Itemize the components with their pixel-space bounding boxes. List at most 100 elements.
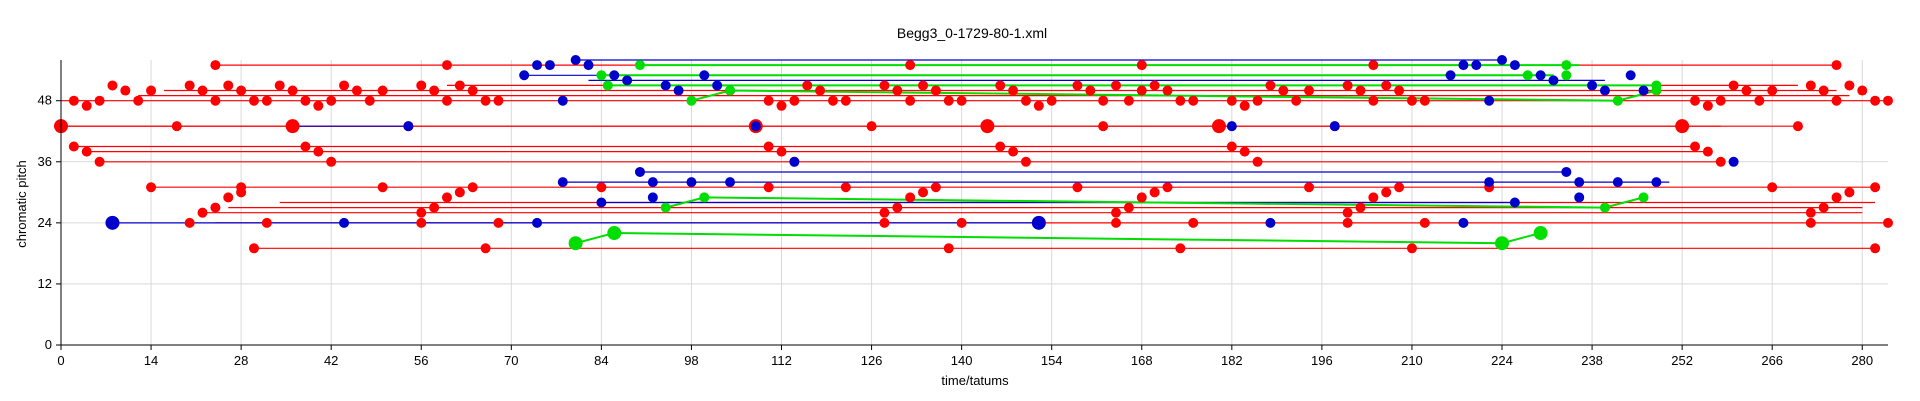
data-point	[995, 141, 1006, 152]
data-point	[1123, 202, 1134, 213]
data-point	[184, 217, 195, 228]
data-point	[1458, 60, 1469, 71]
data-point	[1767, 182, 1778, 193]
data-point-large	[1495, 236, 1510, 251]
data-point-large	[285, 119, 300, 134]
data-point-large	[105, 215, 120, 230]
data-point	[1419, 95, 1430, 106]
data-point	[634, 166, 645, 177]
data-point	[1239, 146, 1250, 157]
data-point	[532, 60, 543, 71]
x-tick-label: 70	[504, 353, 518, 368]
data-point	[1883, 217, 1893, 228]
data-point	[647, 177, 658, 188]
data-point	[557, 177, 568, 188]
data-point	[1818, 202, 1829, 213]
data-point	[956, 95, 967, 106]
data-point	[1612, 177, 1623, 188]
data-point	[1304, 85, 1315, 96]
data-point	[763, 141, 774, 152]
x-tick-label: 238	[1581, 353, 1603, 368]
data-point	[1111, 207, 1122, 218]
chart-title: Begg3_0-1729-80-1.xml	[897, 25, 1047, 41]
data-point	[776, 146, 787, 157]
data-point	[1046, 95, 1057, 106]
data-point	[184, 80, 195, 91]
data-point	[1548, 75, 1559, 86]
data-point	[634, 60, 645, 71]
data-point	[326, 156, 337, 167]
x-tick-label: 154	[1041, 353, 1063, 368]
data-point	[1098, 121, 1109, 132]
data-point	[1072, 182, 1083, 193]
data-point	[300, 95, 311, 106]
data-point	[313, 100, 324, 111]
data-point	[532, 217, 543, 228]
data-point	[467, 182, 478, 193]
data-point	[596, 197, 607, 208]
data-point	[1445, 70, 1456, 81]
data-point	[660, 202, 671, 213]
data-point	[1831, 95, 1842, 106]
data-point	[364, 95, 375, 106]
data-point	[840, 95, 851, 106]
data-point	[956, 217, 967, 228]
data-point	[776, 100, 787, 111]
data-point	[1329, 121, 1340, 132]
data-point	[1561, 70, 1572, 81]
data-point	[94, 156, 105, 167]
data-point	[1484, 177, 1495, 188]
data-point	[943, 95, 954, 106]
data-point	[905, 95, 916, 106]
x-tick-label: 126	[861, 353, 883, 368]
data-point	[261, 95, 272, 106]
data-point	[120, 85, 131, 96]
data-point	[1098, 95, 1109, 106]
data-point	[94, 95, 105, 106]
data-point	[1188, 95, 1199, 106]
data-point	[827, 95, 838, 106]
data-point	[1149, 187, 1160, 198]
data-point	[1574, 192, 1585, 203]
data-point	[1728, 80, 1739, 91]
data-point-large	[1675, 119, 1690, 134]
data-point	[1072, 80, 1083, 91]
data-point	[1406, 243, 1417, 254]
data-point-large	[1031, 215, 1046, 230]
data-point	[519, 70, 530, 81]
data-point	[1291, 95, 1302, 106]
data-point	[789, 95, 800, 106]
data-point	[930, 182, 941, 193]
data-point	[622, 75, 633, 86]
data-point	[1522, 70, 1533, 81]
data-point	[1870, 182, 1881, 193]
data-point	[339, 80, 350, 91]
data-point	[1535, 70, 1546, 81]
data-point	[441, 95, 452, 106]
data-point	[1239, 100, 1250, 111]
data-point	[1304, 182, 1315, 193]
tick-labels: 0 14 28 42 56 70 84 98 112 126 140 154 168 182 196 210 2…	[38, 93, 1874, 368]
series-line	[575, 231, 1541, 245]
data-point	[1792, 121, 1803, 132]
data-point	[1111, 80, 1122, 91]
data-point	[210, 202, 221, 213]
x-tick-label: 196	[1311, 353, 1333, 368]
data-point	[892, 202, 903, 213]
data-point	[1574, 177, 1585, 188]
data-point	[1599, 85, 1610, 96]
data-point	[261, 217, 272, 228]
series-line	[691, 89, 1657, 102]
data-point	[1715, 95, 1726, 106]
data-point	[1638, 85, 1649, 96]
data-point	[1870, 95, 1881, 106]
data-point	[1149, 80, 1160, 91]
data-point	[493, 217, 504, 228]
data-point	[1831, 192, 1842, 203]
data-point	[1831, 60, 1842, 71]
data-point	[416, 207, 427, 218]
data-point	[197, 207, 208, 218]
data-point	[1381, 80, 1392, 91]
data-point	[699, 192, 710, 203]
